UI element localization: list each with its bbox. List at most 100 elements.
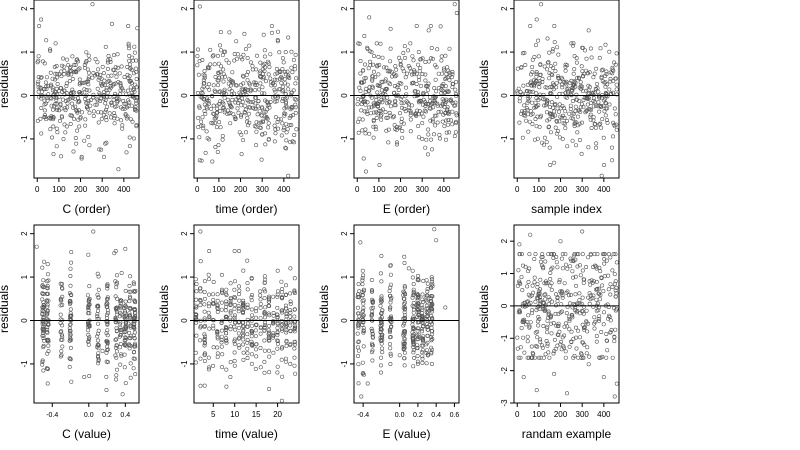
residual-point: [118, 81, 123, 86]
residual-point: [133, 105, 138, 110]
residual-point: [262, 370, 267, 375]
residual-point: [558, 106, 563, 111]
residual-point: [586, 28, 591, 33]
residual-point: [102, 90, 107, 95]
residual-point: [535, 114, 540, 119]
residual-point: [447, 109, 452, 114]
residual-point: [194, 312, 199, 317]
residual-point: [548, 112, 553, 117]
residual-point: [199, 158, 204, 163]
residual-point: [400, 129, 405, 134]
residual-point: [215, 292, 220, 297]
residual-point: [370, 74, 375, 79]
residual-point: [194, 289, 199, 294]
residual-point: [292, 67, 297, 72]
residual-point: [389, 74, 394, 79]
residual-point: [106, 74, 111, 79]
y-axis-label: residuals: [317, 285, 331, 333]
residual-point: [69, 313, 74, 318]
residual-point: [543, 85, 548, 90]
residual-point: [293, 102, 298, 107]
residual-point: [96, 295, 101, 300]
residual-point: [272, 77, 277, 82]
residual-point: [380, 100, 385, 105]
residual-point: [388, 305, 393, 310]
residual-point: [220, 352, 225, 357]
residual-point: [425, 333, 430, 338]
residual-point: [532, 137, 537, 142]
residual-point: [249, 295, 254, 300]
residual-point: [262, 315, 267, 320]
residual-point: [550, 47, 555, 52]
residual-point: [356, 317, 361, 322]
residual-point: [108, 57, 113, 62]
residual-point: [210, 159, 215, 164]
residual-point: [223, 324, 228, 329]
residual-point: [228, 309, 233, 314]
residual-point: [440, 101, 445, 106]
residual-point: [233, 327, 238, 332]
residual-point: [369, 105, 374, 110]
residual-point: [517, 252, 522, 257]
residual-point: [365, 381, 370, 386]
residual-point: [559, 75, 564, 80]
residual-point: [278, 76, 283, 81]
residual-point: [545, 36, 550, 41]
residual-point: [411, 58, 416, 63]
residual-point: [533, 79, 538, 84]
residual-point: [40, 358, 45, 363]
residual-point: [587, 291, 592, 296]
residual-point: [193, 314, 198, 319]
residual-point: [279, 346, 284, 351]
residual-point: [207, 82, 212, 87]
residual-point: [360, 268, 365, 273]
residual-point: [131, 71, 136, 76]
residual-point: [581, 304, 586, 309]
residual-point: [118, 362, 123, 367]
residual-point: [241, 138, 246, 143]
residual-point: [211, 279, 216, 284]
residual-point: [220, 137, 225, 142]
residual-point: [403, 109, 408, 114]
residual-point: [366, 89, 371, 94]
residual-point: [357, 116, 362, 121]
residual-point: [103, 83, 108, 88]
residual-point: [429, 301, 434, 306]
residual-point: [422, 108, 427, 113]
residual-point: [134, 70, 139, 75]
residual-point: [70, 77, 75, 82]
y-tick-label: -1: [180, 135, 189, 143]
residual-point: [202, 332, 207, 337]
residual-point: [519, 326, 524, 331]
residual-point: [39, 131, 44, 136]
residual-point: [219, 337, 224, 342]
residual-point: [412, 339, 417, 344]
residual-point: [358, 88, 363, 93]
residual-point: [443, 111, 448, 116]
residual-point: [441, 66, 446, 71]
residual-point: [104, 302, 109, 307]
residual-point: [93, 102, 98, 107]
residual-point: [611, 252, 616, 257]
residual-point: [227, 111, 232, 116]
residual-point: [541, 142, 546, 147]
residual-point: [40, 333, 45, 338]
residual-point: [241, 305, 246, 310]
residual-point: [601, 375, 606, 380]
residual-point: [269, 30, 274, 35]
residual-point: [610, 90, 615, 95]
residual-point: [63, 108, 68, 113]
residual-point: [91, 71, 96, 76]
residual-point: [198, 289, 203, 294]
residual-point: [258, 81, 263, 86]
residual-point: [371, 69, 376, 74]
residual-point: [420, 297, 425, 302]
residual-point: [522, 50, 527, 55]
residual-point: [275, 294, 280, 299]
residual-point: [219, 307, 224, 312]
residual-point: [275, 305, 280, 310]
residual-point: [291, 57, 296, 62]
residual-point: [236, 343, 241, 348]
residual-point: [529, 344, 534, 349]
